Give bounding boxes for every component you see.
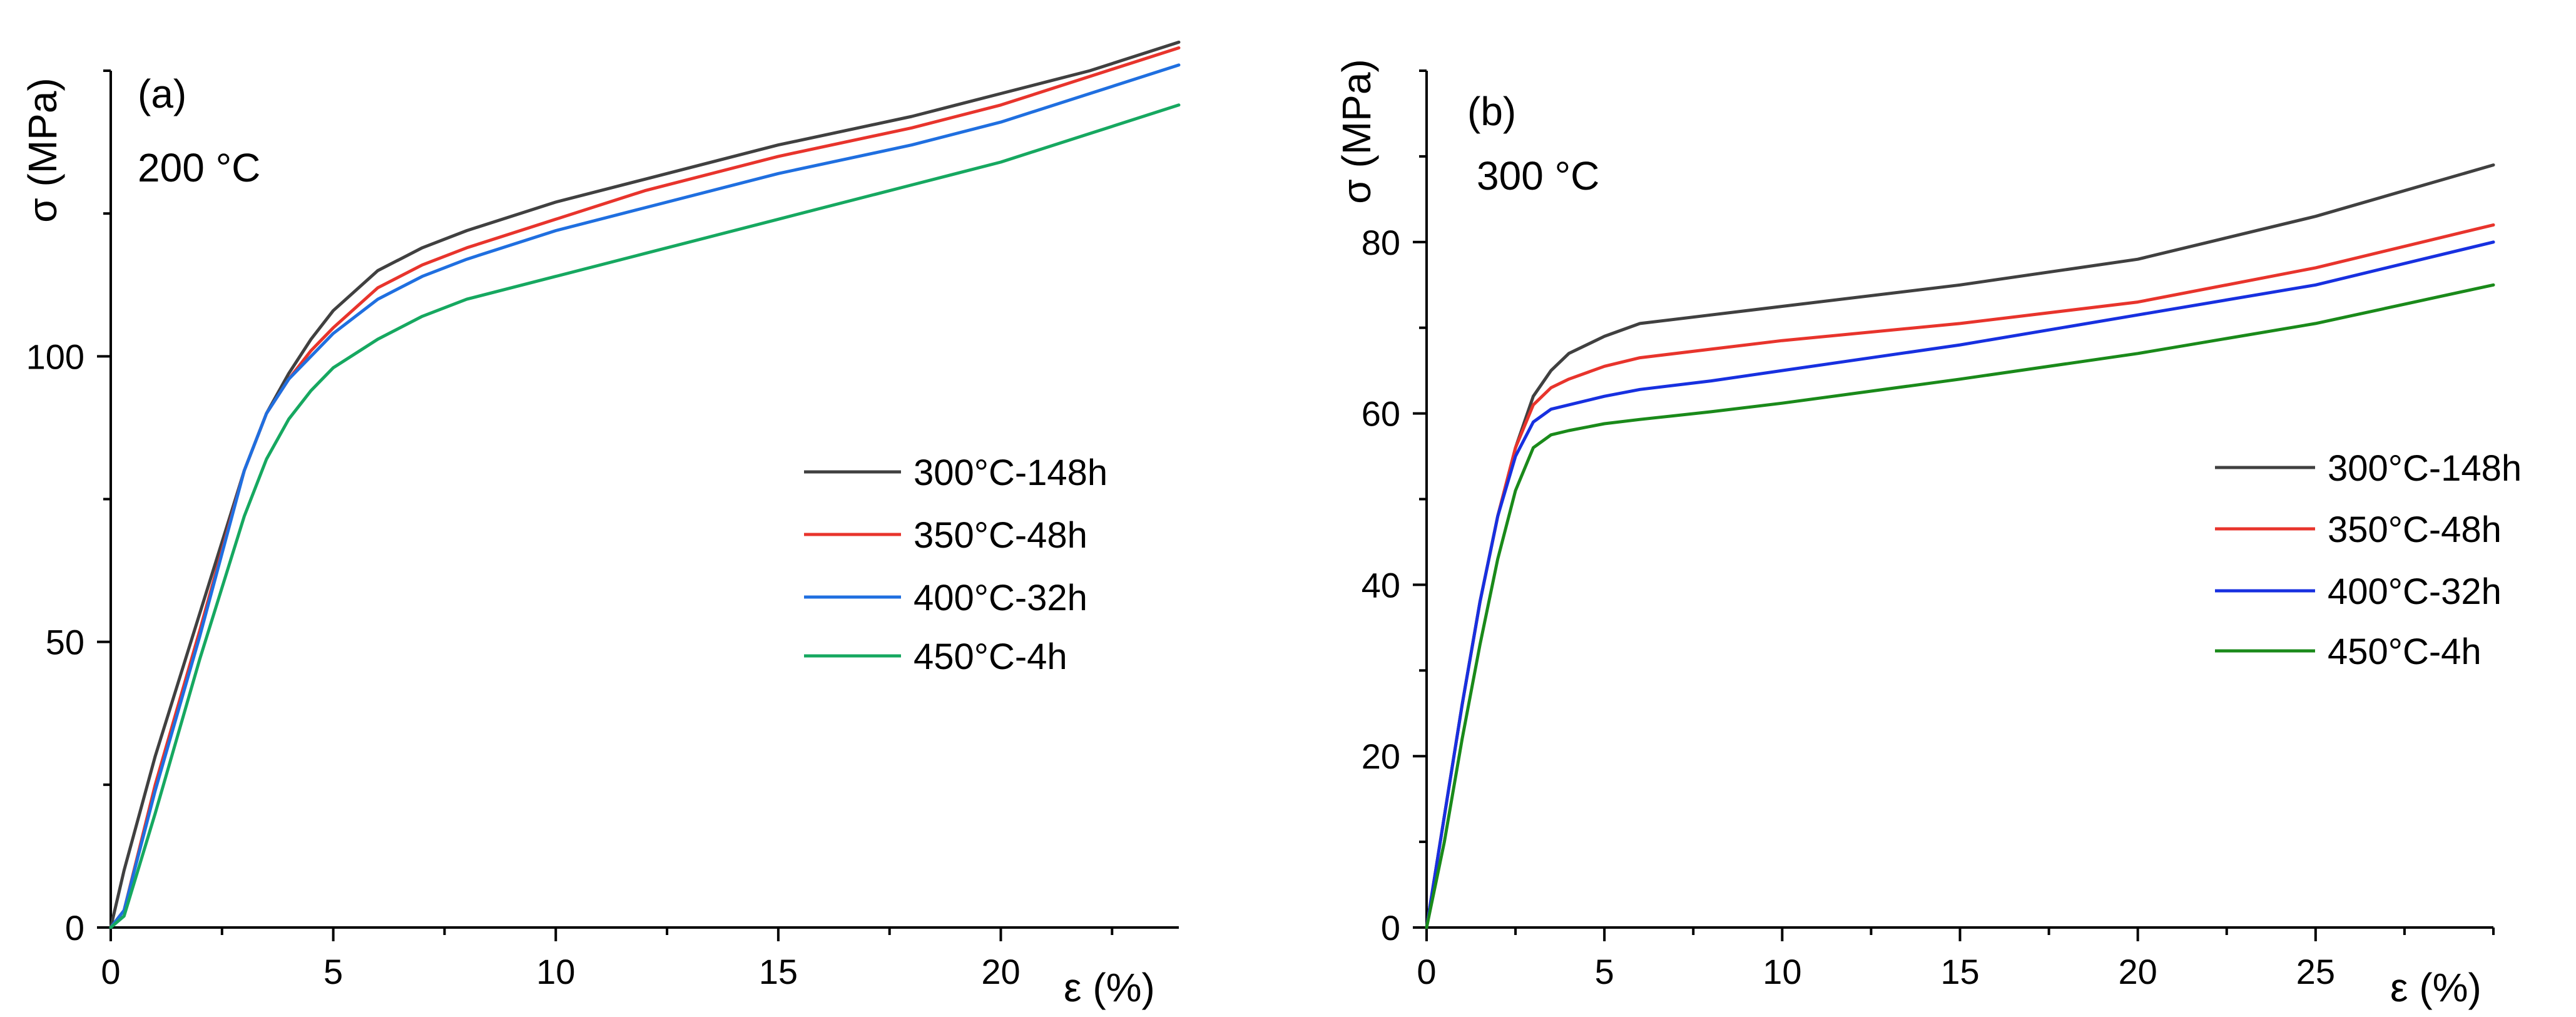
x-tick-label-a-15: 15 xyxy=(759,952,798,991)
x-tick-label-a-20: 20 xyxy=(981,952,1020,991)
y-tick-label-b-80: 80 xyxy=(1362,223,1400,262)
y-tick-label-b-0: 0 xyxy=(1381,908,1400,948)
y-ticks-a: 0 50 100 xyxy=(26,69,111,948)
y-axis-title-b: σ (MPa) xyxy=(1334,59,1379,204)
x-axis-title-b: ε (%) xyxy=(2390,965,2482,1010)
legend-label-b-1: 350°C-48h xyxy=(2328,509,2502,550)
legend-label-a-1: 350°C-48h xyxy=(914,515,1087,556)
x-tick-label-a-5: 5 xyxy=(323,952,343,991)
y-ticks-b: 0 20 40 60 80 xyxy=(1362,69,1427,948)
x-tick-label-b-25: 25 xyxy=(2296,952,2335,991)
legend-a: 300°C-148h 350°C-48h 400°C-32h 450°C-4h xyxy=(804,452,1107,677)
legend-label-b-3: 450°C-4h xyxy=(2328,631,2482,672)
y-tick-label-a-50: 50 xyxy=(46,623,84,662)
series-layer-a xyxy=(109,40,1181,929)
y-tick-label-b-60: 60 xyxy=(1362,394,1400,434)
plot-area-a: 0 5 10 15 20 0 50 100 xyxy=(26,40,1181,991)
plot-area-b: 0 5 10 15 20 25 0 20 40 60 80 xyxy=(1362,69,2495,991)
x-tick-label-a-10: 10 xyxy=(536,952,575,991)
series-line-a-2 xyxy=(109,63,1181,929)
x-tick-label-b-5: 5 xyxy=(1595,952,1614,991)
x-tick-label-b-15: 15 xyxy=(1940,952,1979,991)
series-line-a-3 xyxy=(109,103,1181,929)
series-layer-b xyxy=(1425,163,2495,929)
y-axis-title-a: σ (MPa) xyxy=(20,78,65,223)
legend-label-a-2: 400°C-32h xyxy=(914,578,1087,618)
series-line-a-0 xyxy=(109,40,1181,929)
x-tick-label-b-0: 0 xyxy=(1417,952,1436,991)
x-tick-label-b-10: 10 xyxy=(1763,952,1801,991)
x-axis-title-a: ε (%) xyxy=(1064,965,1155,1010)
series-line-b-2 xyxy=(1425,240,2495,929)
x-ticks-a: 0 5 10 15 20 xyxy=(101,928,1114,991)
x-tick-label-b-20: 20 xyxy=(2119,952,2157,991)
y-tick-label-a-100: 100 xyxy=(26,337,84,376)
temperature-label-a: 200 °C xyxy=(138,145,260,190)
x-ticks-b: 0 5 10 15 20 25 xyxy=(1417,928,2495,991)
series-line-b-3 xyxy=(1425,283,2495,929)
y-tick-label-a-0: 0 xyxy=(65,908,84,948)
temperature-label-b: 300 °C xyxy=(1477,153,1599,198)
panel-label-b: (b) xyxy=(1467,89,1516,134)
legend-label-a-0: 300°C-148h xyxy=(914,452,1107,493)
y-tick-label-b-40: 40 xyxy=(1362,565,1400,605)
legend-label-b-0: 300°C-148h xyxy=(2328,448,2522,489)
chart-panel-a: 0 5 10 15 20 0 50 100 (a) 200 °C σ (MPa) ε (%)… xyxy=(20,40,1181,1010)
x-tick-label-a-0: 0 xyxy=(101,952,120,991)
y-tick-label-b-20: 20 xyxy=(1362,737,1400,776)
panel-label-a: (a) xyxy=(138,71,186,116)
legend-label-a-3: 450°C-4h xyxy=(914,636,1067,677)
legend-label-b-2: 400°C-32h xyxy=(2328,571,2502,612)
legend-b: 300°C-148h 350°C-48h 400°C-32h 450°C-4h xyxy=(2215,448,2522,672)
